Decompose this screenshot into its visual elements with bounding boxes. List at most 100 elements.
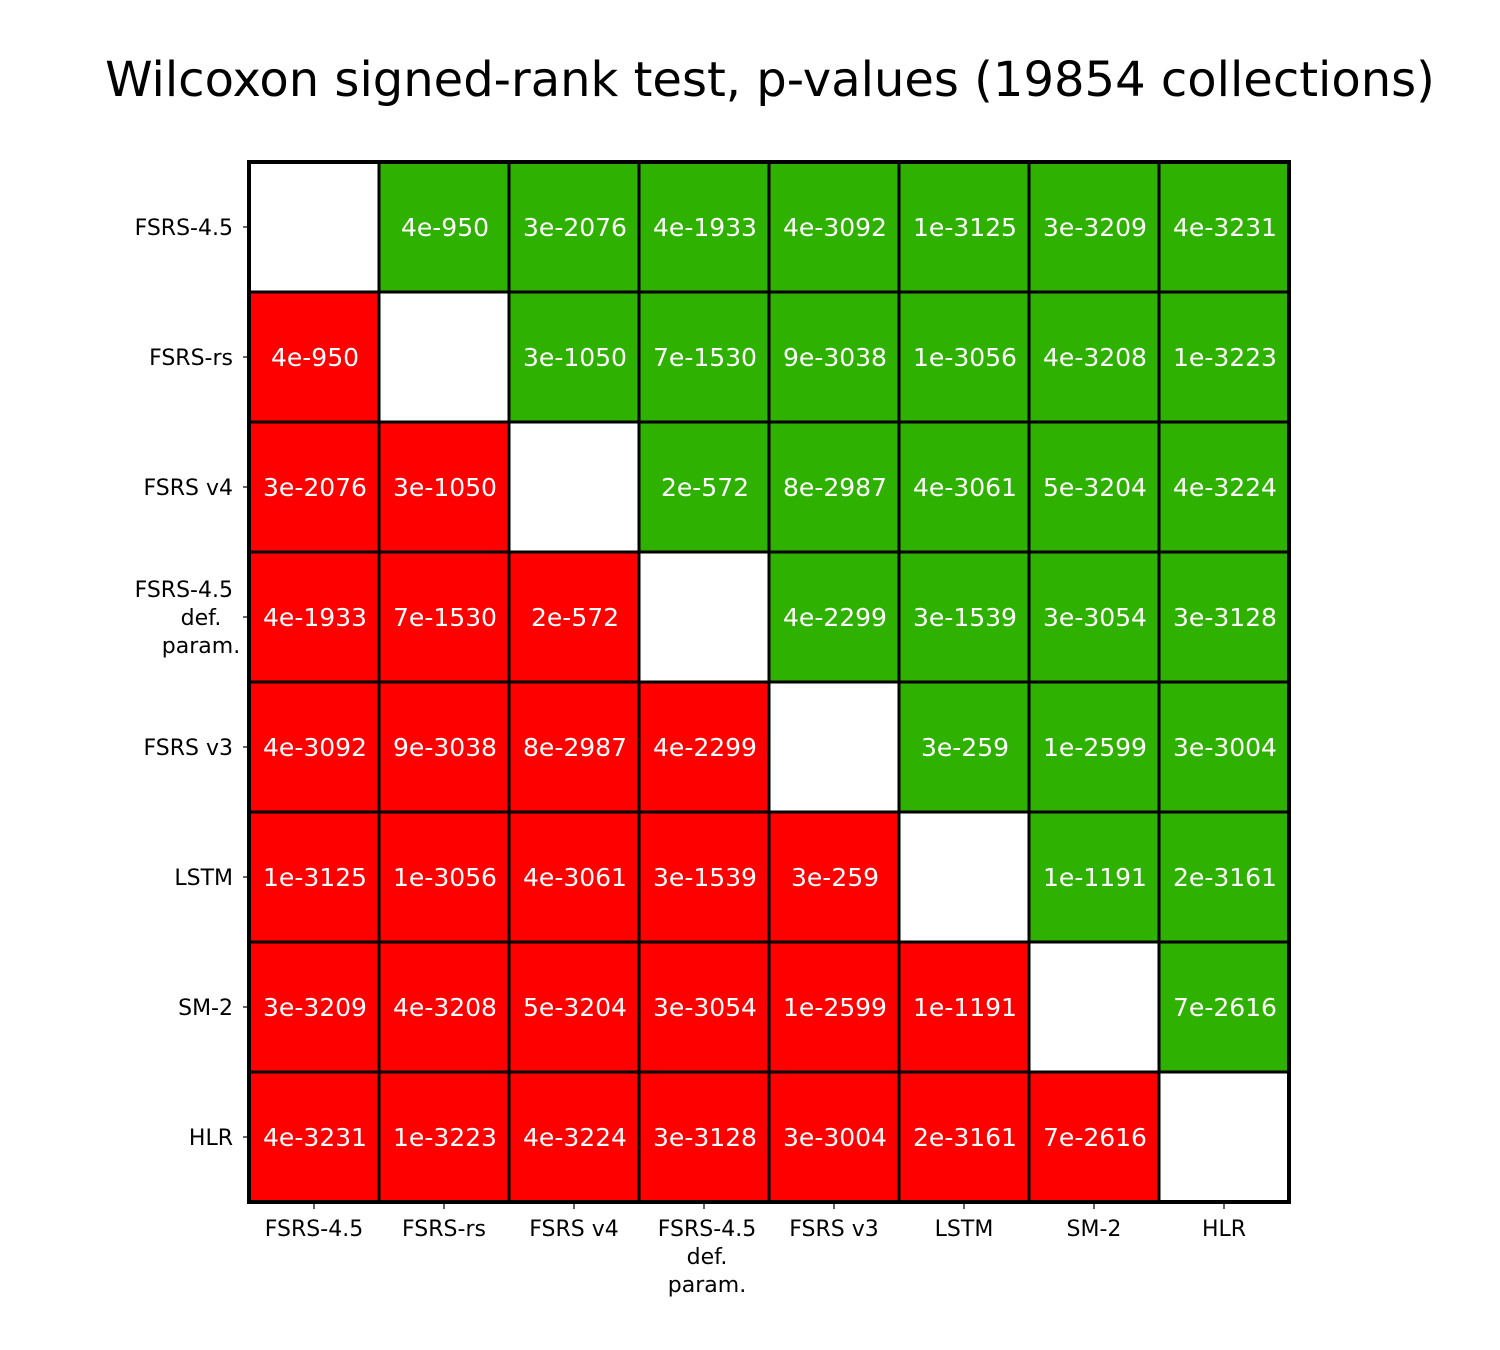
cell-value-label: 3e-3054 — [653, 993, 757, 1022]
cell-value-label: 4e-3224 — [1173, 473, 1277, 502]
x-tick-label: FSRS v3 — [789, 1217, 879, 1242]
cell-value-label: 3e-2076 — [523, 213, 627, 242]
cell-value-label: 4e-2299 — [783, 603, 887, 632]
cell-value-label: 8e-2987 — [783, 473, 887, 502]
heatmap-cell — [897, 1070, 1031, 1204]
heatmap-cell — [507, 1070, 641, 1204]
heatmap-cell — [637, 290, 771, 424]
cells-layer — [247, 160, 1291, 1204]
cell-value-label: 7e-1530 — [653, 343, 757, 372]
chart-title: Wilcoxon signed-rank test, p-values (198… — [105, 52, 1435, 108]
cell-value-label: 3e-1539 — [913, 603, 1017, 632]
cell-value-label: 1e-3056 — [913, 343, 1017, 372]
x-tick-label: FSRS-rs — [402, 1217, 486, 1242]
heatmap-cell — [637, 160, 771, 294]
heatmap-cell — [897, 420, 1031, 554]
heatmap-cell — [247, 160, 381, 294]
cell-value-label: 4e-950 — [401, 213, 489, 242]
x-tick-label: SM-2 — [1067, 1217, 1122, 1242]
x-tick-label: FSRS v4 — [529, 1217, 619, 1242]
cell-value-label: 5e-3204 — [523, 993, 627, 1022]
cell-value-label: 3e-1050 — [523, 343, 627, 372]
labels-layer: 4e-950 3e-2076 4e-1933 4e-3092 1e-3125 3e-320… — [135, 213, 1277, 1298]
y-tick-label: FSRS-rs — [149, 346, 233, 371]
cell-value-label: 2e-3161 — [1173, 863, 1277, 892]
ticks-layer — [243, 226, 1225, 1209]
cell-value-label: 3e-3128 — [1173, 603, 1277, 632]
x-tick-label: HLR — [1202, 1217, 1246, 1242]
cell-value-label: 1e-2599 — [783, 993, 887, 1022]
heatmap-cell — [377, 680, 511, 814]
cell-value-label: 1e-3056 — [393, 863, 497, 892]
cell-value-label: 4e-3061 — [913, 473, 1017, 502]
heatmap-cell — [377, 1070, 511, 1204]
cell-value-label: 7e-1530 — [393, 603, 497, 632]
cell-value-label: 4e-3208 — [393, 993, 497, 1022]
cell-value-label: 3e-3004 — [1173, 733, 1277, 762]
heatmap-cell — [507, 290, 641, 424]
heatmap-cell — [1027, 290, 1161, 424]
cell-value-label: 4e-3061 — [523, 863, 627, 892]
heatmap-cell — [377, 160, 511, 294]
cell-value-label: 1e-2599 — [1043, 733, 1147, 762]
heatmap-cell — [1027, 940, 1161, 1074]
heatmap-cell — [377, 290, 511, 424]
y-tick-label: FSRS-4.5 def. param. — [135, 578, 241, 659]
heatmap-cell — [1157, 940, 1291, 1074]
heatmap-cell — [1157, 1070, 1291, 1204]
cell-value-label: 4e-3231 — [263, 1123, 367, 1152]
y-tick-label: FSRS v4 — [144, 476, 234, 501]
heatmap-cell — [637, 420, 771, 554]
cell-value-label: 3e-259 — [921, 733, 1009, 762]
cell-value-label: 2e-572 — [531, 603, 619, 632]
heatmap-cell — [767, 940, 901, 1074]
heatmap-cell — [767, 1070, 901, 1204]
cell-value-label: 3e-1539 — [653, 863, 757, 892]
heatmap-cell — [507, 940, 641, 1074]
cell-value-label: 7e-2616 — [1173, 993, 1277, 1022]
cell-value-label: 3e-1050 — [393, 473, 497, 502]
cell-value-label: 4e-3092 — [263, 733, 367, 762]
cell-value-label: 5e-3204 — [1043, 473, 1147, 502]
cell-value-label: 3e-3004 — [783, 1123, 887, 1152]
y-tick-label: HLR — [189, 1126, 233, 1151]
x-tick-label: FSRS-4.5 — [265, 1217, 363, 1242]
x-tick-label: FSRS-4.5 def. param. — [658, 1217, 756, 1298]
heatmap-cell — [377, 940, 511, 1074]
cell-value-label: 3e-3209 — [1043, 213, 1147, 242]
cell-value-label: 3e-3209 — [263, 993, 367, 1022]
heatmap-cell — [767, 680, 901, 814]
cell-value-label: 1e-3125 — [263, 863, 367, 892]
cell-value-label: 4e-1933 — [653, 213, 757, 242]
cell-value-label: 9e-3038 — [393, 733, 497, 762]
y-tick-label: LSTM — [174, 866, 233, 891]
heatmap-cell — [507, 680, 641, 814]
cell-value-label: 3e-3054 — [1043, 603, 1147, 632]
cell-value-label: 4e-3231 — [1173, 213, 1277, 242]
heatmap-cell — [247, 1070, 381, 1204]
cell-value-label: 1e-1191 — [1043, 863, 1147, 892]
cell-value-label: 1e-3223 — [393, 1123, 497, 1152]
heatmap-cell — [507, 810, 641, 944]
heatmap-cell — [247, 940, 381, 1074]
cell-value-label: 4e-3092 — [783, 213, 887, 242]
heatmap-cell — [637, 550, 771, 684]
heatmap-cell — [247, 550, 381, 684]
cell-value-label: 4e-1933 — [263, 603, 367, 632]
heatmap-cell — [767, 420, 901, 554]
heatmap-cell — [1157, 420, 1291, 554]
heatmap-cell — [507, 420, 641, 554]
y-tick-label: FSRS v3 — [144, 736, 234, 761]
cell-value-label: 1e-3223 — [1173, 343, 1277, 372]
cell-value-label: 1e-1191 — [913, 993, 1017, 1022]
cell-value-label: 3e-2076 — [263, 473, 367, 502]
heatmap-frame — [247, 160, 1291, 1204]
cell-value-label: 9e-3038 — [783, 343, 887, 372]
heatmap-cell — [247, 680, 381, 814]
heatmap-cell — [1027, 810, 1161, 944]
cell-value-label: 4e-950 — [271, 343, 359, 372]
heatmap-cell — [1157, 290, 1291, 424]
cell-value-label: 4e-2299 — [653, 733, 757, 762]
heatmap-cell — [507, 550, 641, 684]
